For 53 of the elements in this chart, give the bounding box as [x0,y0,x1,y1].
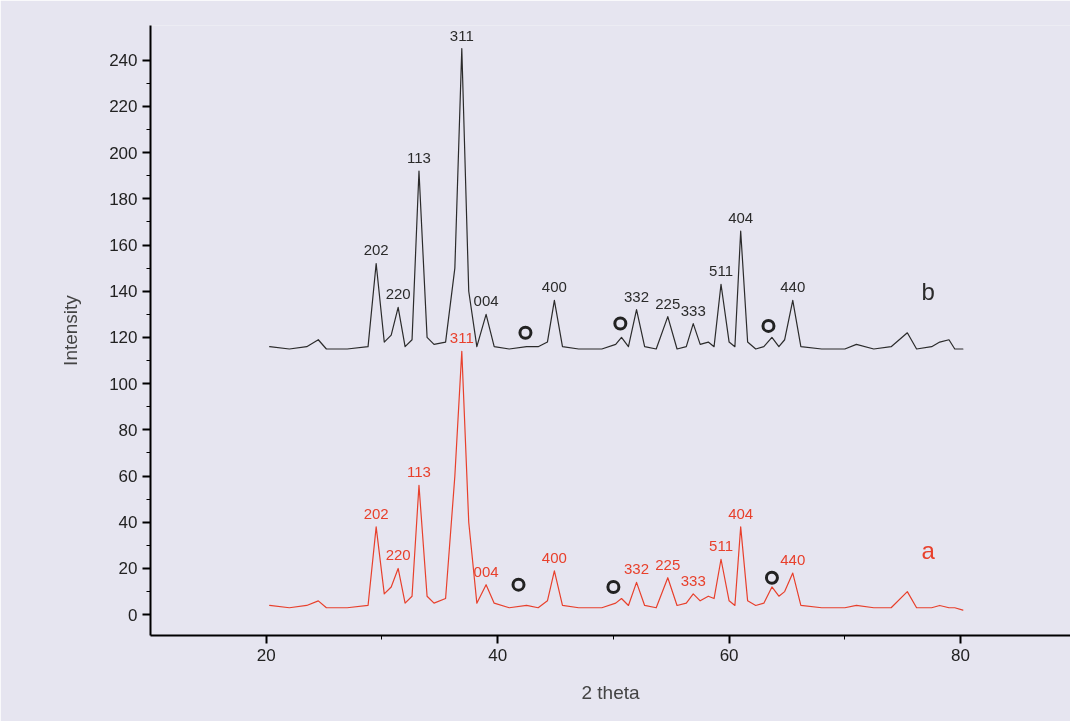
annotation: 404 [728,504,754,522]
line-series [269,48,964,350]
annotation: 332 [624,287,650,305]
annotation: 225 [655,555,681,573]
annotation: 440 [780,551,806,569]
annotation: 220 [385,285,411,303]
annotation: 511 [709,262,733,280]
y-tick-label: 120 [109,328,138,348]
annotation: 113 [407,149,431,167]
y-tick-label: 80 [118,420,138,440]
y-tick-label: 200 [109,143,138,163]
point [764,570,779,585]
y-tick-label: 180 [109,189,138,209]
point [606,579,621,594]
annotation: 202 [363,241,389,259]
series-label: a [921,536,936,564]
annotation: 311 [449,329,474,347]
y-tick-label: 100 [109,374,138,394]
x-tick-label: 60 [719,645,739,665]
y-tick-label: 40 [118,513,138,533]
x-tick-label: 20 [256,645,276,665]
y-tick-label: 140 [109,282,138,302]
y-tick-label: 60 [118,467,138,487]
annotation: 333 [680,571,706,589]
annotation: 311 [449,26,474,44]
y-tick-label: 220 [109,97,138,117]
series-label: b [921,278,935,306]
annotation: 225 [655,294,681,312]
annotation: 004 [473,562,499,580]
annotation: 004 [473,292,499,310]
point [761,318,776,333]
y-tick-label: 160 [109,236,138,256]
y-tick-label: 240 [109,51,138,71]
annotation: 511 [709,537,733,555]
annotation: 400 [541,278,567,296]
point [518,325,533,340]
point [613,316,628,331]
x-tick-label: 80 [951,645,971,665]
point [511,577,526,592]
annotation: 332 [624,560,650,578]
annotation: 113 [407,463,431,481]
annotation: 400 [541,548,567,566]
annotation: 220 [385,546,411,564]
x-tick-label: 40 [488,645,508,665]
annotation: 440 [780,278,806,296]
y-tick-label: 0 [128,605,138,625]
annotation: 333 [680,301,706,319]
x-axis-title: 2 theta [581,681,640,703]
annotation: 202 [363,504,389,522]
y-axis-title: Intensity [60,294,82,366]
y-tick-label: 20 [118,559,138,579]
annotation: 404 [728,209,754,227]
line-series [269,350,964,611]
